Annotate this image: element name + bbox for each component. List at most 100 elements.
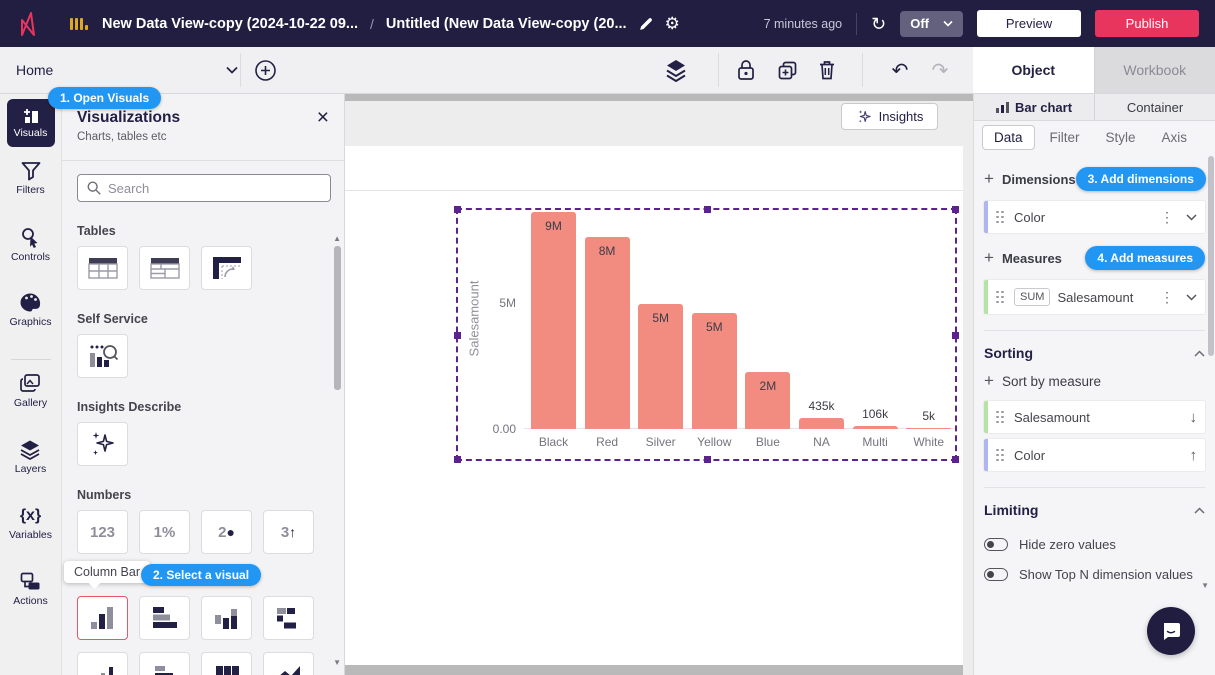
scroll-up-icon[interactable]: ▲ bbox=[333, 234, 341, 243]
aggregation-chip[interactable]: SUM bbox=[1014, 288, 1051, 306]
sidebar-item-filters[interactable]: Filters bbox=[16, 160, 45, 213]
undo-icon[interactable]: ↶ bbox=[891, 59, 909, 82]
tile-column-bar-chart[interactable] bbox=[77, 596, 128, 640]
tile-table[interactable] bbox=[77, 246, 128, 290]
resize-handle-ne[interactable] bbox=[952, 206, 959, 213]
resize-handle-nw[interactable] bbox=[454, 206, 461, 213]
tile-combo-chart[interactable] bbox=[77, 652, 128, 675]
chart-bar[interactable] bbox=[691, 313, 737, 429]
drag-handle-icon[interactable] bbox=[996, 210, 1004, 224]
scroll-down-icon[interactable]: ▼ bbox=[333, 658, 341, 667]
layers-toolbar-icon[interactable] bbox=[664, 58, 688, 82]
tile-kpi-trend[interactable]: 3 ↑ bbox=[263, 510, 314, 554]
kebab-menu-icon[interactable]: ⋮ bbox=[1160, 288, 1174, 305]
page-selector-dropdown[interactable]: Home bbox=[16, 47, 238, 93]
chevron-down-icon[interactable] bbox=[1186, 213, 1197, 221]
sidebar-item-visuals[interactable]: Visuals bbox=[6, 99, 55, 147]
resize-handle-se[interactable] bbox=[952, 456, 959, 463]
publish-button[interactable]: Publish bbox=[1095, 10, 1199, 37]
tab-data[interactable]: Data bbox=[982, 125, 1035, 150]
selected-chart-element[interactable]: Salesamount 5M 0.00 9M Black 8M Red 5M Silver 5M… bbox=[454, 206, 959, 463]
tile-area-chart[interactable] bbox=[263, 652, 314, 675]
drag-handle-icon[interactable] bbox=[996, 290, 1004, 304]
chevron-up-icon[interactable] bbox=[1194, 349, 1205, 357]
chevron-down-icon[interactable] bbox=[1186, 293, 1197, 301]
tile-pivot-table[interactable] bbox=[201, 246, 252, 290]
sort-field-salesamount[interactable]: Salesamount ↓ bbox=[984, 401, 1205, 433]
chart-bar[interactable] bbox=[799, 418, 844, 429]
tab-bar-chart[interactable]: Bar chart bbox=[974, 94, 1094, 120]
chart-bar[interactable] bbox=[906, 427, 952, 429]
sort-field-color[interactable]: Color ↑ bbox=[984, 439, 1205, 471]
chart-bar[interactable] bbox=[584, 237, 630, 429]
tile-bar-chart[interactable] bbox=[139, 596, 190, 640]
search-box[interactable] bbox=[77, 174, 331, 202]
chart-bar[interactable] bbox=[852, 426, 898, 429]
chart-bar[interactable] bbox=[531, 212, 576, 429]
measure-field-salesamount[interactable]: SUM Salesamount ⋮ bbox=[984, 280, 1205, 314]
toggle-off-icon[interactable] bbox=[984, 568, 1008, 581]
chevron-up-icon[interactable] bbox=[1194, 506, 1205, 514]
tile-percent[interactable]: 1% bbox=[139, 510, 190, 554]
tile-insights-describe[interactable] bbox=[77, 422, 128, 466]
sorting-section-header[interactable]: Sorting bbox=[984, 330, 1205, 361]
sort-asc-icon[interactable]: ↑ bbox=[1189, 446, 1198, 464]
resize-handle-s[interactable] bbox=[704, 456, 711, 463]
workbook-title[interactable]: New Data View-copy (2024-10-22 09... bbox=[102, 15, 359, 32]
drag-handle-icon[interactable] bbox=[996, 448, 1004, 462]
tile-bar-mixed-chart[interactable] bbox=[263, 596, 314, 640]
resize-handle-w[interactable] bbox=[454, 332, 461, 339]
settings-gear-icon[interactable]: ⚙ bbox=[664, 13, 680, 33]
auto-refresh-dropdown[interactable]: Off bbox=[900, 10, 963, 37]
tab-object[interactable]: Object bbox=[973, 47, 1094, 93]
chart-bar[interactable] bbox=[638, 304, 684, 429]
plus-icon[interactable]: + bbox=[984, 169, 994, 188]
sidebar-item-layers[interactable]: Layers bbox=[15, 439, 46, 492]
kebab-menu-icon[interactable]: ⋮ bbox=[1160, 208, 1174, 225]
tab-workbook[interactable]: Workbook bbox=[1093, 47, 1215, 93]
chart-bar[interactable] bbox=[745, 372, 791, 429]
plus-icon[interactable]: + bbox=[984, 248, 994, 267]
sort-by-measure-row[interactable]: + Sort by measure bbox=[984, 371, 1101, 390]
canvas-horizontal-scrollbar-top[interactable] bbox=[345, 94, 973, 101]
tab-container[interactable]: Container bbox=[1094, 94, 1215, 120]
preview-button[interactable]: Preview bbox=[977, 10, 1081, 37]
duplicate-icon[interactable] bbox=[775, 58, 799, 82]
tile-number[interactable]: 123 bbox=[77, 510, 128, 554]
sort-desc-icon[interactable]: ↓ bbox=[1189, 408, 1198, 426]
show-top-n-toggle[interactable]: Show Top N dimension values bbox=[984, 567, 1205, 582]
resize-handle-sw[interactable] bbox=[454, 456, 461, 463]
resize-handle-e[interactable] bbox=[952, 332, 959, 339]
tile-self-service[interactable] bbox=[77, 334, 128, 378]
page-title[interactable]: Untitled (New Data View-copy (20... bbox=[385, 15, 627, 32]
sidebar-item-gallery[interactable]: Gallery bbox=[14, 373, 47, 426]
search-input[interactable] bbox=[108, 180, 322, 196]
app-logo-icon[interactable] bbox=[16, 9, 42, 39]
edit-title-icon[interactable] bbox=[637, 15, 655, 33]
refresh-icon[interactable]: ↻ bbox=[871, 13, 887, 34]
sidebar-item-variables[interactable]: {x} Variables bbox=[9, 507, 52, 541]
scroll-down-icon[interactable]: ▼ bbox=[1201, 581, 1209, 590]
tile-kpi-dot[interactable]: 2 ● bbox=[201, 510, 252, 554]
tile-column-mixed-chart[interactable] bbox=[201, 596, 252, 640]
redo-icon[interactable]: ↷ bbox=[931, 59, 949, 82]
close-icon[interactable]: × bbox=[316, 106, 329, 129]
tab-axis[interactable]: Axis bbox=[1161, 130, 1188, 145]
lock-icon[interactable] bbox=[734, 58, 758, 82]
tab-style[interactable]: Style bbox=[1105, 130, 1136, 145]
help-chat-button[interactable] bbox=[1147, 607, 1195, 655]
limiting-section-header[interactable]: Limiting bbox=[984, 487, 1205, 518]
hide-zero-values-toggle[interactable]: Hide zero values bbox=[984, 537, 1205, 552]
delete-icon[interactable] bbox=[815, 58, 839, 82]
sidebar-item-graphics[interactable]: Graphics bbox=[9, 292, 52, 345]
tile-input-table[interactable] bbox=[139, 246, 190, 290]
plus-icon[interactable]: + bbox=[984, 371, 994, 390]
tab-filter[interactable]: Filter bbox=[1049, 130, 1080, 145]
sidebar-item-controls[interactable]: Controls bbox=[11, 226, 50, 279]
insights-button[interactable]: Insights bbox=[841, 103, 938, 130]
panel-scrollbar[interactable] bbox=[334, 246, 341, 390]
toggle-off-icon[interactable] bbox=[984, 538, 1008, 551]
sidebar-item-actions[interactable]: Actions bbox=[13, 571, 48, 624]
canvas-horizontal-scrollbar-bottom[interactable] bbox=[345, 665, 963, 675]
inspector-scrollbar[interactable] bbox=[1208, 156, 1214, 356]
